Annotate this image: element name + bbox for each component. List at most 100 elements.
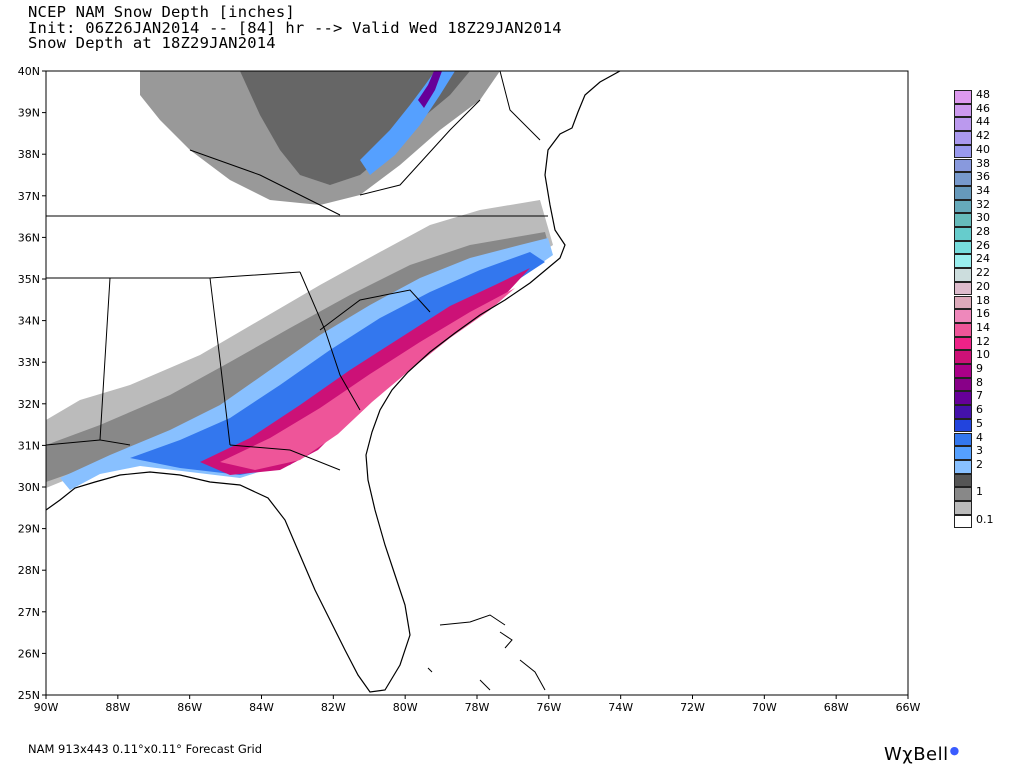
legend-label: 28: [976, 225, 990, 238]
lon-tick-label: 66W: [896, 701, 921, 714]
legend-label: 42: [976, 129, 990, 143]
legend-item: 42: [954, 129, 1024, 145]
legend-item: 30: [954, 211, 1024, 227]
brand-dot-icon: ●: [949, 744, 960, 757]
legend-label: 20: [976, 279, 990, 293]
lon-tick-label: 80W: [393, 701, 418, 714]
snow-north-blue: [360, 71, 455, 175]
legend-item: 22: [954, 266, 1024, 282]
legend-label: 8: [976, 375, 983, 389]
lon-tick-label: 88W: [105, 701, 130, 714]
lat-tick-label: 40N: [18, 65, 40, 78]
legend-item: 8: [954, 375, 1024, 392]
legend-swatch: [954, 446, 972, 460]
lon-tick-label: 70W: [752, 701, 777, 714]
legend-label: 3: [976, 444, 983, 458]
legend-swatch: [954, 254, 972, 269]
legend-swatch: [954, 501, 972, 515]
legend-label: 48: [976, 88, 990, 101]
legend-item: 26: [954, 238, 1024, 255]
legend-swatch: [954, 199, 972, 214]
legend-item: 20: [954, 279, 1024, 296]
brand-logo: WχBell●: [884, 744, 960, 765]
legend-label: 44: [976, 115, 990, 129]
legend-item: [954, 473, 1024, 488]
lon-tick-label: 76W: [536, 701, 561, 714]
legend-item: 1: [954, 485, 1024, 501]
legend-item: 34: [954, 184, 1024, 200]
legend-label: 46: [976, 101, 990, 115]
lat-tick-label: 29N: [18, 523, 40, 536]
lat-tick-label: 38N: [18, 148, 40, 161]
legend-swatch: [954, 432, 972, 447]
lat-tick-label: 26N: [18, 647, 40, 660]
legend-item: 44: [954, 115, 1024, 132]
legend-swatch: [954, 322, 972, 337]
legend-item: 14: [954, 320, 1024, 337]
title-line: NCEP NAM Snow Depth [inches]: [28, 3, 295, 21]
lat-tick-label: 39N: [18, 107, 40, 120]
legend-item: 0.1: [954, 513, 1024, 529]
legend-item: 4: [954, 430, 1024, 447]
legend-label: 36: [976, 170, 990, 184]
lat-tick-label: 25N: [18, 689, 40, 702]
snow-band-12in: [220, 288, 515, 470]
lon-tick-label: 86W: [177, 701, 202, 714]
legend-label: 12: [976, 334, 990, 348]
legend-label: 18: [976, 293, 990, 307]
lon-tick-label: 68W: [824, 701, 849, 714]
snow-band-4in: [130, 252, 545, 475]
legend-item: 10: [954, 348, 1024, 364]
legend-item: 18: [954, 293, 1024, 310]
legend-swatch: [954, 405, 972, 419]
legend-swatch: [954, 144, 972, 159]
snow-band-8in: [200, 268, 530, 475]
legend-label: 32: [976, 197, 990, 211]
subtitle-line: Snow Depth at 18Z29JAN2014: [28, 34, 276, 52]
lat-tick-label: 27N: [18, 606, 40, 619]
legend-item: 5: [954, 417, 1024, 433]
legend-swatch: [954, 103, 972, 118]
legend-swatch: [954, 514, 972, 529]
legend-swatch: [954, 459, 972, 474]
longitude-axis: 90W 88W 86W 84W 82W 80W 78W 76W 74W 72W 70W 68W 66W: [34, 695, 921, 714]
init-valid-line: Init: 06Z26JAN2014 -- [84] hr --> Valid …: [28, 18, 562, 37]
legend-label: 38: [976, 156, 990, 170]
legend-label: 9: [976, 362, 983, 375]
legend-label: 24: [976, 252, 990, 266]
legend-item: 46: [954, 101, 1024, 118]
lat-tick-label: 30N: [18, 481, 40, 494]
brand-text: WχBell: [884, 744, 949, 765]
legend-label: 4: [976, 430, 983, 444]
legend-item: 24: [954, 252, 1024, 269]
legend-item: 48: [954, 88, 1024, 104]
legend-label: 7: [976, 389, 983, 403]
legend-label: 22: [976, 266, 990, 280]
legend-swatch: [954, 377, 972, 392]
state-borders: [46, 71, 548, 471]
legend-swatch: [954, 172, 972, 186]
legend-swatch: [954, 309, 972, 323]
legend-label: 2: [976, 457, 983, 471]
lon-tick-label: 78W: [465, 701, 490, 714]
legend-swatch: [954, 185, 972, 200]
legend-label: 14: [976, 320, 990, 334]
legend-item: 3: [954, 444, 1024, 460]
legend-label: 26: [976, 238, 990, 252]
legend-swatch: [954, 391, 972, 406]
lon-tick-label: 72W: [680, 701, 705, 714]
legend-swatch: [954, 473, 972, 488]
lat-tick-label: 36N: [18, 231, 40, 244]
legend-swatch: [954, 117, 972, 132]
snow-north-purple: [418, 71, 442, 108]
legend-swatch: [954, 268, 972, 282]
legend-item: 7: [954, 389, 1024, 406]
lon-tick-label: 90W: [34, 701, 59, 714]
legend-swatch: [954, 350, 972, 364]
legend-item: 16: [954, 307, 1024, 323]
legend-item: 6: [954, 403, 1024, 419]
legend-item: 28: [954, 225, 1024, 241]
legend-item: 12: [954, 334, 1024, 351]
legend-swatch: [954, 295, 972, 310]
legend-item: 36: [954, 170, 1024, 186]
